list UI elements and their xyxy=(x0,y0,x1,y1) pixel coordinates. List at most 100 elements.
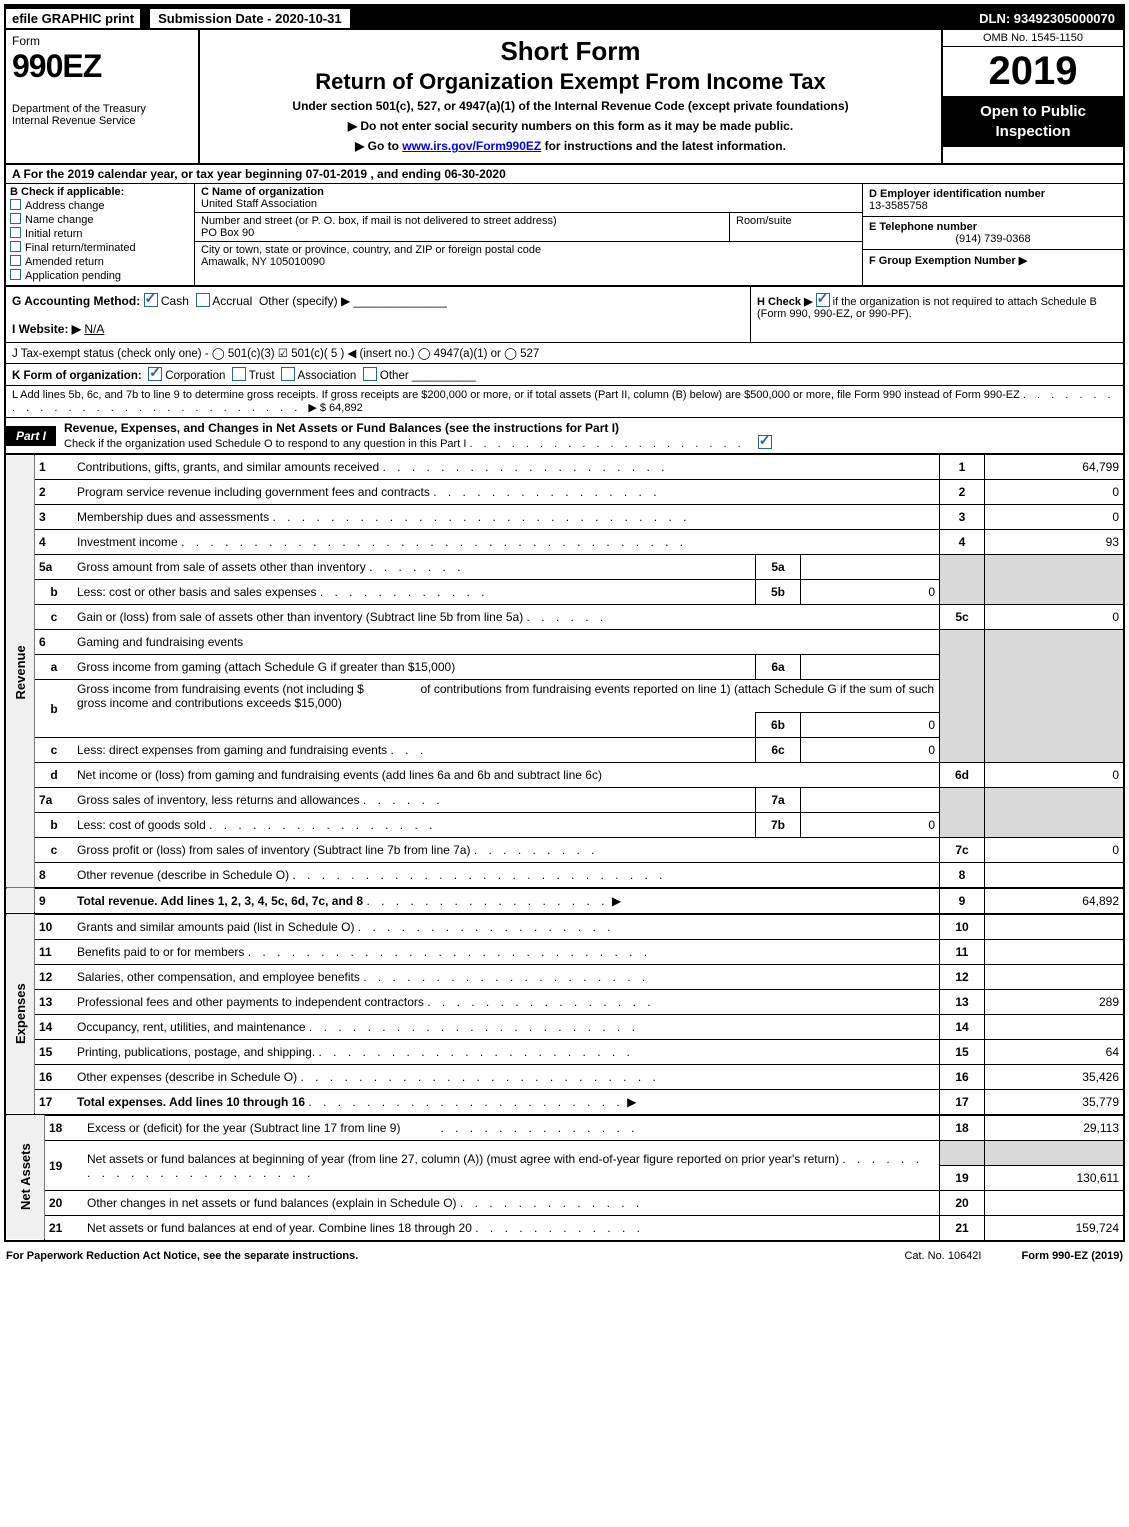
irs-link[interactable]: www.irs.gov/Form990EZ xyxy=(402,139,541,153)
room-label: Room/suite xyxy=(736,215,792,227)
line-7b-no: b xyxy=(35,813,74,838)
group-exemption-cell: F Group Exemption Number ▶ xyxy=(863,250,1123,271)
grey-cell xyxy=(940,630,985,763)
line-14-box: 14 xyxy=(940,1015,985,1040)
line-6c-no: c xyxy=(35,738,74,763)
line-8-box: 8 xyxy=(940,863,985,889)
line-9-box: 9 xyxy=(940,888,985,913)
grey-cell xyxy=(985,788,1124,838)
line-18-desc: Excess or (deficit) for the year (Subtra… xyxy=(83,1115,940,1141)
l-text: L Add lines 5b, 6c, and 7b to line 9 to … xyxy=(12,389,1020,401)
line-20-no: 20 xyxy=(45,1191,84,1216)
check-final-return[interactable]: Final return/terminated xyxy=(10,241,190,254)
grey-cell xyxy=(985,555,1124,605)
check-other-org[interactable] xyxy=(363,367,377,381)
check-name-change[interactable]: Name change xyxy=(10,213,190,226)
line-7a-ival xyxy=(801,788,940,813)
line-6b-spacer xyxy=(73,713,756,738)
grey-cell xyxy=(985,630,1124,763)
line-5a-ival xyxy=(801,555,940,580)
efile-link[interactable]: efile GRAPHIC print xyxy=(6,9,140,28)
line-6a-ibox: 6a xyxy=(756,655,801,680)
part-1-label: Part I xyxy=(6,426,56,446)
goto-line: ▶ Go to www.irs.gov/Form990EZ for instru… xyxy=(208,139,933,153)
line-10-val xyxy=(985,914,1124,940)
line-13-desc: Professional fees and other payments to … xyxy=(73,990,940,1015)
form-label: Form xyxy=(12,34,192,48)
line-9-no: 9 xyxy=(35,888,74,913)
cash-label: Cash xyxy=(161,294,189,308)
check-initial-return[interactable]: Initial return xyxy=(10,227,190,240)
check-association[interactable] xyxy=(281,367,295,381)
line-6d-box: 6d xyxy=(940,763,985,788)
grey-cell xyxy=(985,1141,1124,1166)
line-14-no: 14 xyxy=(35,1015,74,1040)
line-7c-box: 7c xyxy=(940,838,985,863)
section-d: D Employer identification number 13-3585… xyxy=(862,184,1123,285)
ein-label: D Employer identification number xyxy=(869,188,1045,200)
cat-number: Cat. No. 10642I xyxy=(904,1250,981,1262)
part-1-sub-text: Check if the organization used Schedule … xyxy=(64,438,466,450)
line-20-val xyxy=(985,1191,1124,1216)
line-3-no: 3 xyxy=(35,505,74,530)
line-7b-ival: 0 xyxy=(801,813,940,838)
line-3-box: 3 xyxy=(940,505,985,530)
line-15-desc: Printing, publications, postage, and shi… xyxy=(73,1040,940,1065)
check-application-pending[interactable]: Application pending xyxy=(10,269,190,282)
k-trust: Trust xyxy=(249,370,275,382)
line-7c-val: 0 xyxy=(985,838,1124,863)
check-corporation[interactable] xyxy=(148,367,162,381)
line-15-val: 64 xyxy=(985,1040,1124,1065)
org-name: United Staff Association xyxy=(201,198,317,210)
line-7a-desc: Gross sales of inventory, less returns a… xyxy=(73,788,756,813)
street-row: Number and street (or P. O. box, if mail… xyxy=(195,213,862,242)
line-18-box: 18 xyxy=(940,1115,985,1141)
line-18-val: 29,113 xyxy=(985,1115,1124,1141)
line-11-val xyxy=(985,940,1124,965)
ein-value: 13-3585758 xyxy=(869,200,928,212)
line-21-no: 21 xyxy=(45,1216,84,1241)
room-cell: Room/suite xyxy=(730,213,862,241)
line-7a-ibox: 7a xyxy=(756,788,801,813)
dept-treasury: Department of the Treasury xyxy=(12,103,192,115)
header-left: Form 990EZ Department of the Treasury In… xyxy=(6,30,200,163)
line-5b-ibox: 5b xyxy=(756,580,801,605)
city-row: City or town, state or province, country… xyxy=(195,242,862,270)
street-label: Number and street (or P. O. box, if mail… xyxy=(201,215,557,227)
line-7b-desc: Less: cost of goods sold . . . . . . . .… xyxy=(73,813,756,838)
line-17-desc: Total expenses. Add lines 10 through 16 … xyxy=(73,1090,940,1115)
line-4-val: 93 xyxy=(985,530,1124,555)
short-form-title: Short Form xyxy=(208,36,933,67)
l-amount: ▶ $ 64,892 xyxy=(308,402,362,414)
check-trust[interactable] xyxy=(232,367,246,381)
line-18-no: 18 xyxy=(45,1115,84,1141)
check-cash[interactable] xyxy=(144,293,158,307)
line-7a-no: 7a xyxy=(35,788,74,813)
line-1-box: 1 xyxy=(940,455,985,480)
line-20-box: 20 xyxy=(940,1191,985,1216)
grey-cell xyxy=(940,788,985,838)
g-label: G Accounting Method: xyxy=(12,294,140,308)
section-k: K Form of organization: Corporation Trus… xyxy=(6,364,1123,386)
check-schedule-o[interactable] xyxy=(758,435,772,449)
check-schedule-b[interactable] xyxy=(816,293,830,307)
check-accrual[interactable] xyxy=(196,293,210,307)
submission-date: Submission Date - 2020-10-31 xyxy=(148,7,352,30)
line-19-val: 130,611 xyxy=(985,1166,1124,1191)
accrual-label: Accrual xyxy=(212,294,252,308)
line-8-no: 8 xyxy=(35,863,74,889)
line-19-box: 19 xyxy=(940,1166,985,1191)
info-grid: B Check if applicable: Address change Na… xyxy=(6,184,1123,287)
section-l: L Add lines 5b, 6c, and 7b to line 9 to … xyxy=(6,386,1123,418)
line-13-no: 13 xyxy=(35,990,74,1015)
line-5c-desc: Gain or (loss) from sale of assets other… xyxy=(73,605,940,630)
form-number: 990EZ xyxy=(12,48,192,85)
line-9-desc: Total revenue. Add lines 1, 2, 3, 4, 5c,… xyxy=(73,888,940,913)
check-amended-return[interactable]: Amended return xyxy=(10,255,190,268)
revenue-side-label: Revenue xyxy=(6,455,35,889)
line-9-val: 64,892 xyxy=(985,888,1124,913)
expenses-table: Expenses 10 Grants and similar amounts p… xyxy=(6,913,1123,1114)
part-1-header: Part I Revenue, Expenses, and Changes in… xyxy=(6,418,1123,454)
check-address-change[interactable]: Address change xyxy=(10,199,190,212)
top-bar: efile GRAPHIC print Submission Date - 20… xyxy=(6,6,1123,30)
